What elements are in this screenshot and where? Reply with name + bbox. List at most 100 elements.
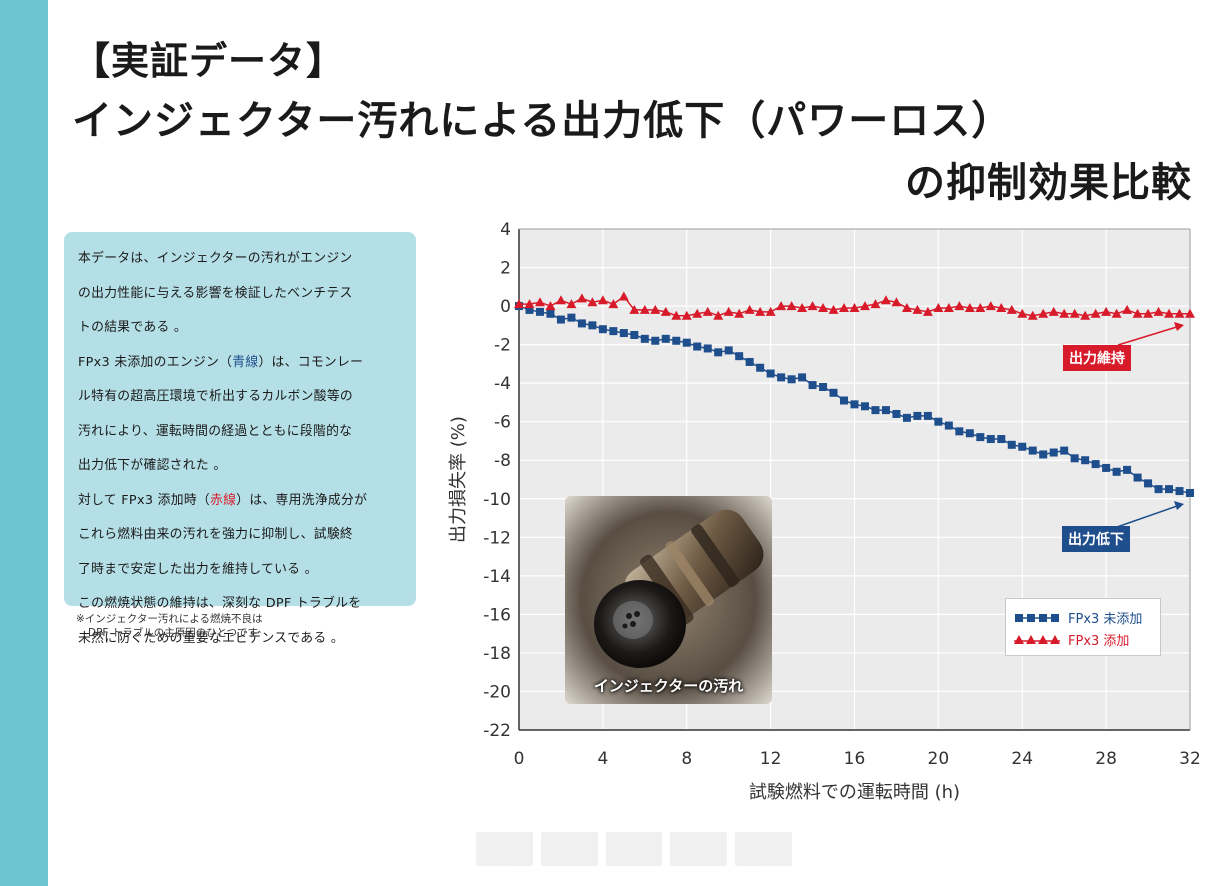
data-point-triangle	[943, 303, 954, 313]
data-point-triangle	[1185, 308, 1195, 318]
description-text: ）は、コモンレー	[258, 354, 364, 370]
x-tick-label: 16	[844, 749, 866, 769]
callout-arrows	[1116, 322, 1184, 528]
description-line: 対して FPx3 添加時（赤線）は、専用洗浄成分が	[78, 484, 406, 519]
square-marker-icon	[1015, 613, 1059, 622]
data-point-triangle	[1048, 306, 1059, 316]
legend-label: FPx3 添加	[1068, 634, 1130, 649]
data-point-triangle	[933, 303, 944, 313]
series-group	[514, 291, 1195, 497]
data-point-square	[1039, 450, 1048, 459]
data-point-square	[1112, 467, 1121, 476]
data-point-triangle	[912, 304, 923, 314]
description-line: 本データは、インジェクターの汚れがエンジン	[78, 251, 353, 266]
chart-legend: FPx3 未添加 FPx3 添加	[1005, 598, 1161, 656]
y-tick-label: -20	[483, 682, 511, 702]
description-box: 本データは、インジェクターの汚れがエンジン の出力性能に与える影響を検証したベン…	[64, 232, 416, 646]
footer-block	[605, 832, 663, 866]
footer-block	[540, 832, 598, 866]
data-point-square	[1049, 448, 1058, 457]
data-point-square	[556, 315, 565, 324]
x-tick-label: 12	[760, 749, 782, 769]
data-point-triangle	[618, 291, 629, 301]
description-line: この燃焼状態の維持は、深刻な DPF トラブルを	[78, 596, 362, 611]
description-line: 出力低下が確認された 。	[78, 458, 227, 473]
data-point-square	[672, 336, 681, 345]
data-point-square	[997, 435, 1006, 444]
data-point-square	[787, 375, 796, 384]
data-point-square	[651, 336, 660, 345]
description-line: トの結果である 。	[78, 320, 188, 335]
data-point-triangle	[1174, 308, 1185, 318]
data-point-triangle	[587, 297, 598, 307]
data-point-square	[703, 344, 712, 353]
data-point-square	[923, 411, 932, 420]
data-point-triangle	[954, 301, 965, 311]
data-point-square	[693, 342, 702, 351]
y-tick-label: 2	[500, 259, 511, 279]
data-point-square	[661, 334, 670, 343]
data-point-square	[798, 373, 807, 382]
data-point-triangle	[901, 303, 912, 313]
footnote-line: ※インジェクター汚れによる燃焼不良は	[76, 613, 263, 625]
data-point-triangle	[1164, 308, 1175, 318]
data-point-square	[724, 346, 733, 355]
x-tick-label: 4	[597, 749, 608, 769]
footer-watermark	[476, 832, 792, 866]
data-point-square	[976, 433, 985, 442]
y-tick-label: -4	[494, 374, 511, 394]
data-point-square	[1102, 463, 1111, 472]
footnote: ※インジェクター汚れによる燃焼不良は DPF トラブルの主原因のひとつです	[76, 612, 263, 640]
data-point-square	[1133, 473, 1142, 482]
description-line: 汚れにより、運転時間の経過とともに段階的な	[78, 423, 353, 439]
x-tick-label: 20	[928, 749, 950, 769]
y-tick-label: -22	[483, 721, 511, 741]
description-text: FPx3 未添加のエンジン（	[78, 354, 233, 370]
data-point-square	[766, 369, 775, 378]
y-tick-label: -18	[483, 644, 511, 664]
data-point-square	[902, 413, 911, 422]
data-point-square	[819, 383, 828, 392]
data-point-square	[881, 406, 890, 415]
data-point-square	[913, 411, 922, 420]
data-point-square	[640, 334, 649, 343]
data-point-triangle	[1038, 308, 1049, 318]
data-point-triangle	[765, 306, 776, 316]
tick-labels: 420-2-4-6-8-10-12-14-16-18-20-220 4 8 12 16 2…	[483, 220, 1201, 769]
data-point-square	[871, 406, 880, 415]
data-point-triangle	[576, 293, 587, 303]
accent-sidebar-bar	[0, 0, 48, 886]
legend-label: FPx3 未添加	[1068, 612, 1143, 627]
data-point-triangle	[849, 303, 860, 313]
callout-arrow-maintain	[1117, 325, 1181, 346]
data-point-triangle	[828, 304, 839, 314]
x-tick-label: 24	[1011, 749, 1033, 769]
y-tick-label: -10	[483, 490, 511, 510]
data-point-triangle	[797, 303, 808, 313]
red-line-label: 赤線	[210, 492, 237, 508]
data-point-square	[619, 329, 628, 338]
injector-image	[565, 496, 772, 704]
legend-item-untreated: FPx3 未添加	[1014, 608, 1142, 627]
data-point-square	[1165, 485, 1174, 494]
y-tick-label: -8	[494, 451, 511, 471]
data-point-triangle	[1017, 308, 1028, 318]
description-line: の出力性能に与える影響を検証したベンチテス	[78, 285, 353, 301]
data-point-square	[1007, 440, 1016, 449]
data-point-triangle	[734, 308, 745, 318]
data-point-square	[567, 313, 576, 322]
title-tag: 【実証データ】	[72, 39, 346, 83]
footer-block	[735, 832, 792, 866]
x-tick-label: 0	[514, 749, 525, 769]
data-point-square	[546, 309, 555, 318]
data-point-triangle	[514, 299, 524, 309]
data-point-triangle	[975, 303, 986, 313]
data-point-square	[1070, 454, 1079, 463]
y-tick-label: -6	[494, 413, 511, 433]
data-point-square	[525, 305, 534, 314]
data-point-triangle	[870, 299, 881, 309]
description-text: ）は、専用洗浄成分が	[236, 492, 368, 508]
data-point-triangle	[534, 297, 545, 307]
data-point-square	[535, 307, 544, 316]
